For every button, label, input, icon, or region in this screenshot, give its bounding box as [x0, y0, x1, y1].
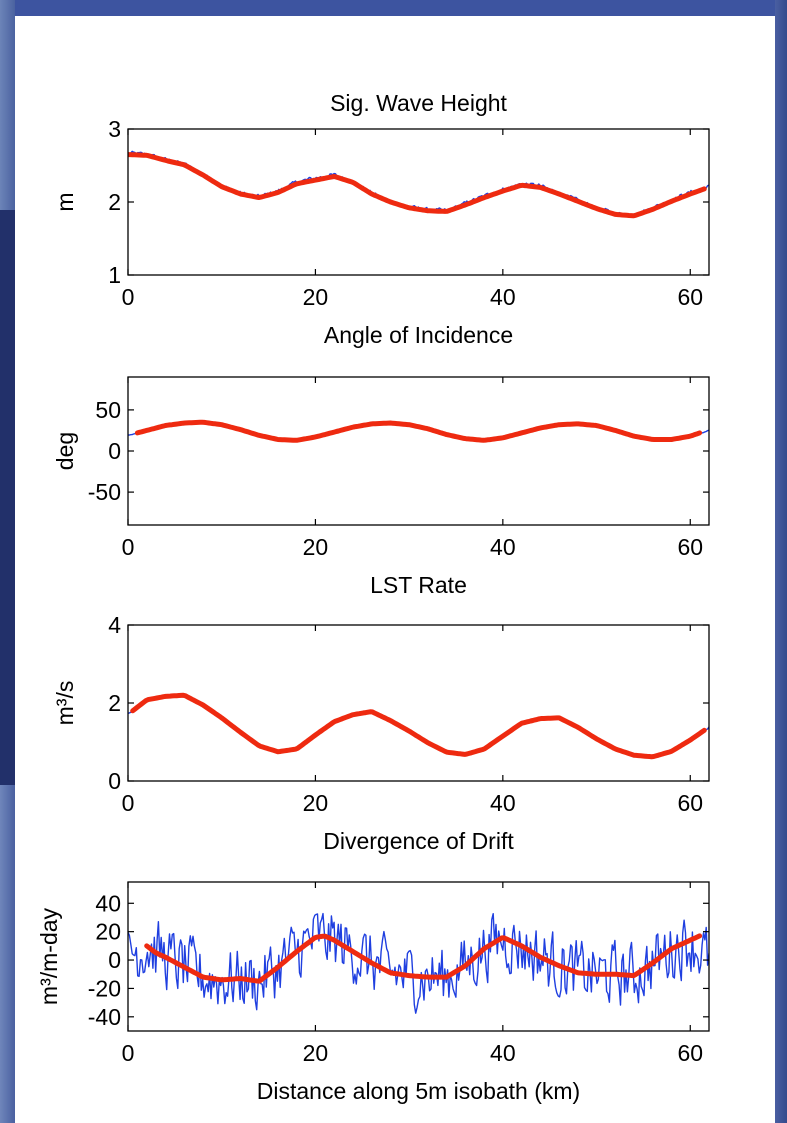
chart-panel-2: 0 20 40 60 -50 0 50 LST Rate deg: [52, 376, 710, 598]
y-tick-label: -20: [88, 975, 121, 1001]
y-tick-label: 1: [108, 262, 121, 288]
smoothed-data-line: [134, 419, 703, 443]
slide-left-border-upper: [0, 0, 15, 210]
x-tick-label: 0: [122, 1040, 135, 1066]
chart-title: Sig. Wave Height: [330, 90, 507, 116]
series-group: [128, 150, 709, 219]
chart-panel-3: 0 20 40 60 0 2 4 Divergence of Drift m³/s: [52, 612, 710, 854]
x-tick-label: 40: [490, 790, 516, 816]
y-tick-label: 0: [108, 768, 121, 794]
smoothed-data-line: [144, 933, 703, 984]
series-group: [128, 419, 709, 443]
x-tick-label: 20: [303, 284, 329, 310]
raw-data-line: [128, 912, 709, 1014]
x-tick-label: 60: [677, 534, 703, 560]
axes-box: [127, 128, 710, 276]
x-tick-label: 20: [303, 1040, 329, 1066]
slide-left-border-middle: [0, 210, 15, 785]
y-axis-label: m³/s: [52, 681, 78, 726]
y-axis-label: m: [52, 192, 78, 211]
y-tick-label: 2: [108, 189, 121, 215]
y-tick-label: 3: [108, 116, 121, 142]
y-tick-label: -50: [88, 479, 121, 505]
x-tick-label: 40: [490, 1040, 516, 1066]
slide-top-border: [0, 0, 787, 16]
axes-box: [127, 624, 710, 782]
x-tick-label: 20: [303, 790, 329, 816]
x-tick-label: 20: [303, 534, 329, 560]
figure-panel: Sig. Wave Height 0 20 40 60 1 2 3 Angle of Incid…: [15, 16, 775, 1123]
y-tick-label: 20: [95, 919, 121, 945]
y-tick-label: 4: [108, 612, 121, 638]
y-tick-label: 40: [95, 890, 121, 916]
slide-left-border-lower: [0, 785, 15, 1123]
axes-box: [127, 881, 710, 1032]
axes-box: [127, 376, 710, 526]
chart-panel-1: Sig. Wave Height 0 20 40 60 1 2 3 Angle of Incid…: [52, 90, 710, 348]
x-axis-label: Divergence of Drift: [323, 828, 514, 854]
x-axis-label: LST Rate: [370, 572, 467, 598]
y-tick-label: -40: [88, 1004, 121, 1030]
x-tick-label: 60: [677, 284, 703, 310]
x-tick-label: 60: [677, 790, 703, 816]
y-tick-label: 2: [108, 690, 121, 716]
smoothed-data-line: [128, 152, 707, 219]
slide-right-border: [775, 0, 787, 1123]
y-tick-label: 0: [108, 947, 121, 973]
series-group: [128, 912, 709, 1014]
x-tick-label: 0: [122, 534, 135, 560]
y-axis-label: m³/m-day: [36, 907, 62, 1005]
x-tick-label: 0: [122, 284, 135, 310]
x-tick-label: 60: [677, 1040, 703, 1066]
x-tick-label: 40: [490, 534, 516, 560]
smoothed-data-line: [130, 692, 707, 760]
x-axis-label: Angle of Incidence: [324, 322, 513, 348]
series-group: [128, 692, 709, 760]
y-axis-label: deg: [52, 432, 78, 470]
y-tick-label: 50: [95, 397, 121, 423]
x-axis-label: Distance along 5m isobath (km): [257, 1078, 580, 1104]
x-tick-label: 40: [490, 284, 516, 310]
raw-data-line: [128, 694, 709, 758]
x-tick-label: 0: [122, 790, 135, 816]
y-tick-label: 0: [108, 438, 121, 464]
